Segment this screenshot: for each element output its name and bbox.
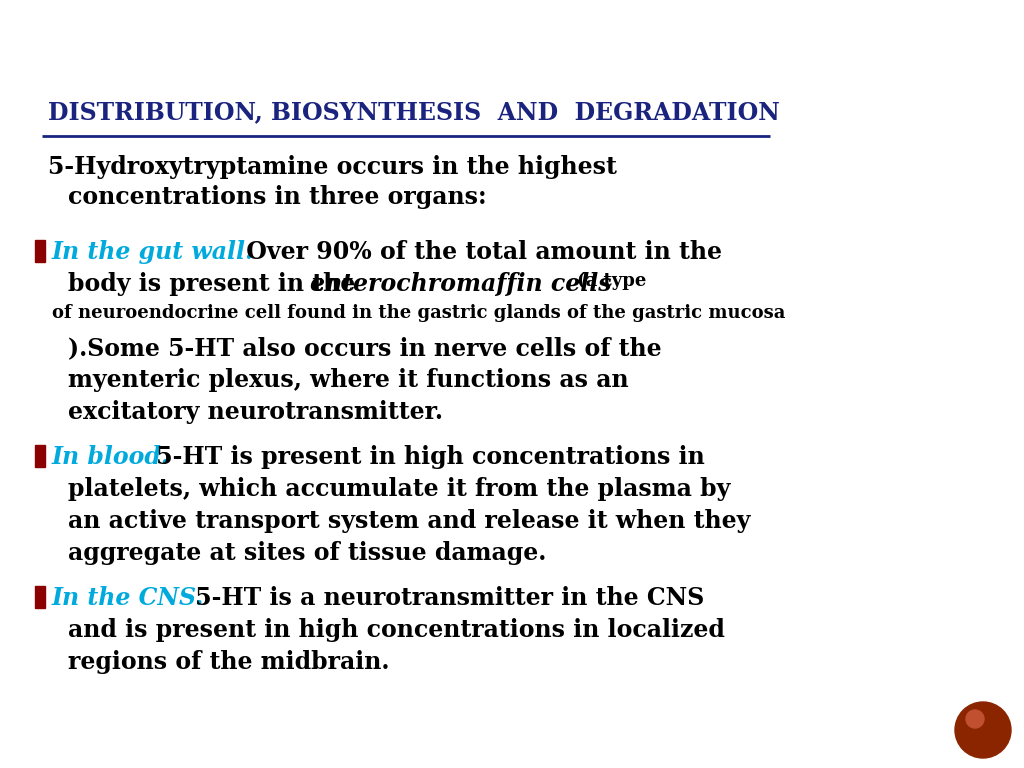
Text: In blood.: In blood. [52, 445, 170, 469]
Text: enterochromaffin cells: enterochromaffin cells [310, 272, 611, 296]
Text: and is present in high concentrations in localized: and is present in high concentrations in… [68, 618, 725, 642]
Text: an active transport system and release it when they: an active transport system and release i… [68, 509, 751, 533]
Text: 5-HT is a neurotransmitter in the CNS: 5-HT is a neurotransmitter in the CNS [187, 586, 705, 610]
Text: DISTRIBUTION, BIOSYNTHESIS  AND  DEGRADATION: DISTRIBUTION, BIOSYNTHESIS AND DEGRADATI… [48, 100, 780, 124]
Text: (a type: (a type [577, 272, 646, 290]
Bar [35, 240, 45, 262]
Bar [35, 445, 45, 467]
Text: body is present in the: body is present in the [68, 272, 364, 296]
Text: aggregate at sites of tissue damage.: aggregate at sites of tissue damage. [68, 541, 547, 565]
Text: ).Some 5-HT also occurs in nerve cells of the: ).Some 5-HT also occurs in nerve cells o… [68, 336, 662, 360]
Text: 5-Hydroxytryptamine occurs in the highest: 5-Hydroxytryptamine occurs in the highes… [48, 155, 616, 179]
Text: myenteric plexus, where it functions as an: myenteric plexus, where it functions as … [68, 368, 629, 392]
Circle shape [966, 710, 984, 728]
Bar [35, 586, 45, 608]
Text: In the CNS.: In the CNS. [52, 586, 205, 610]
Text: of neuroendocrine cell found in the gastric glands of the gastric mucosa: of neuroendocrine cell found in the gast… [52, 304, 785, 322]
Text: Over 90% of the total amount in the: Over 90% of the total amount in the [238, 240, 722, 264]
Text: 5-HT is present in high concentrations in: 5-HT is present in high concentrations i… [148, 445, 705, 469]
Text: regions of the midbrain.: regions of the midbrain. [68, 650, 389, 674]
Text: excitatory neurotransmitter.: excitatory neurotransmitter. [68, 400, 443, 424]
Text: In the gut wall.: In the gut wall. [52, 240, 254, 264]
Text: platelets, which accumulate it from the plasma by: platelets, which accumulate it from the … [68, 477, 730, 501]
Text: concentrations in three organs:: concentrations in three organs: [68, 185, 486, 209]
Circle shape [955, 702, 1011, 758]
